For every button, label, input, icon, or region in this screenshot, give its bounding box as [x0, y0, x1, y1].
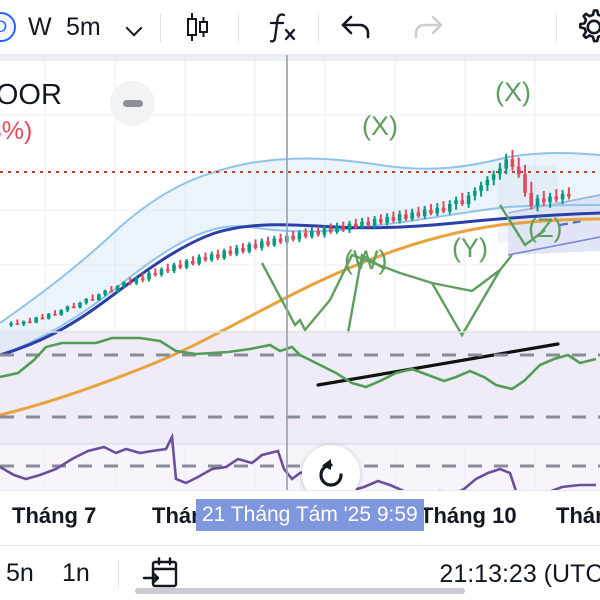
chart-canvas	[0, 55, 600, 545]
undo-arrow-icon[interactable]	[338, 0, 376, 54]
wave-label-w: (W)	[344, 245, 388, 275]
redo-arrow-icon	[408, 0, 446, 54]
fx-indicators-icon[interactable]	[262, 0, 300, 54]
gear-icon[interactable]	[572, 0, 600, 54]
interval-label: 5m	[66, 12, 101, 41]
candlestick-icon[interactable]	[180, 0, 214, 54]
range-1y-button[interactable]: 1n	[62, 558, 90, 587]
price-change-percent: 23%)	[0, 117, 33, 145]
chevron-down-icon[interactable]	[126, 0, 142, 54]
reset-undo-icon	[319, 459, 343, 487]
time-axis[interactable]: Tháng 7 Tháng 8 Tháng 9 Tháng 10 Thán 21…	[0, 490, 600, 545]
toolbar-divider-2	[238, 14, 239, 42]
range-5y-button[interactable]: 5n	[6, 558, 34, 587]
home-indicator	[135, 588, 465, 594]
wave-label-x2: (X)	[495, 77, 531, 107]
crosshair-time-label: 21 Tháng Tám '25 9:59	[196, 499, 424, 531]
bottom-toolbar: 5n 1n 21:13:23 (UTC+	[0, 545, 600, 600]
wave-label-y: (Y)	[452, 233, 488, 263]
clock-label: 21:13:23 (UTC+	[439, 560, 600, 588]
bottom-divider	[118, 560, 119, 588]
interval-button[interactable]: 5m	[66, 0, 101, 54]
top-toolbar: D W 5m	[0, 0, 600, 55]
wave-label-z: (Z)	[528, 213, 563, 243]
collapse-minus-icon[interactable]	[110, 81, 155, 126]
crosshair-vertical-line	[286, 55, 288, 545]
interval-badge[interactable]: D	[0, 12, 16, 42]
calendar-goto-icon[interactable]	[142, 556, 180, 597]
timeframe-letter-button[interactable]: W	[28, 0, 52, 54]
time-tick-0: Tháng 7	[12, 503, 97, 528]
time-tick-3: Tháng 10	[420, 503, 517, 528]
toolbar-divider-4	[556, 14, 557, 42]
toolbar-divider-1	[160, 14, 161, 42]
chart-stage[interactable]: FLOOR 23%) 9 9 (X) (X) (W) (Y) (Z)	[0, 55, 600, 545]
time-tick-4: Thán	[556, 503, 600, 528]
symbol-title[interactable]: FLOOR	[0, 79, 62, 111]
toolbar-divider-3	[318, 14, 319, 42]
wave-label-x1: (X)	[362, 111, 398, 141]
timeframe-letter-label: W	[28, 12, 52, 41]
